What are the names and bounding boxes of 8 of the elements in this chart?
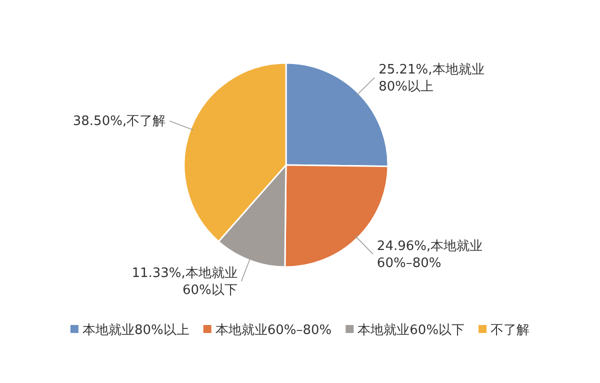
data-label: 11.33%,本地就业 60%以下 (132, 266, 238, 298)
legend-label: 本地就业60%以下 (358, 323, 465, 338)
data-label: 38.50%,不了解 (72, 114, 166, 130)
data-label: 24.96%,本地就业 60%–80% (376, 239, 483, 272)
legend-label: 不了解 (490, 323, 530, 338)
legend-label: 本地就业80%以上 (82, 323, 190, 338)
data-label: 25.21%,本地就业 80%以上 (378, 62, 484, 95)
legend-label: 本地就业60%–80% (215, 323, 332, 338)
